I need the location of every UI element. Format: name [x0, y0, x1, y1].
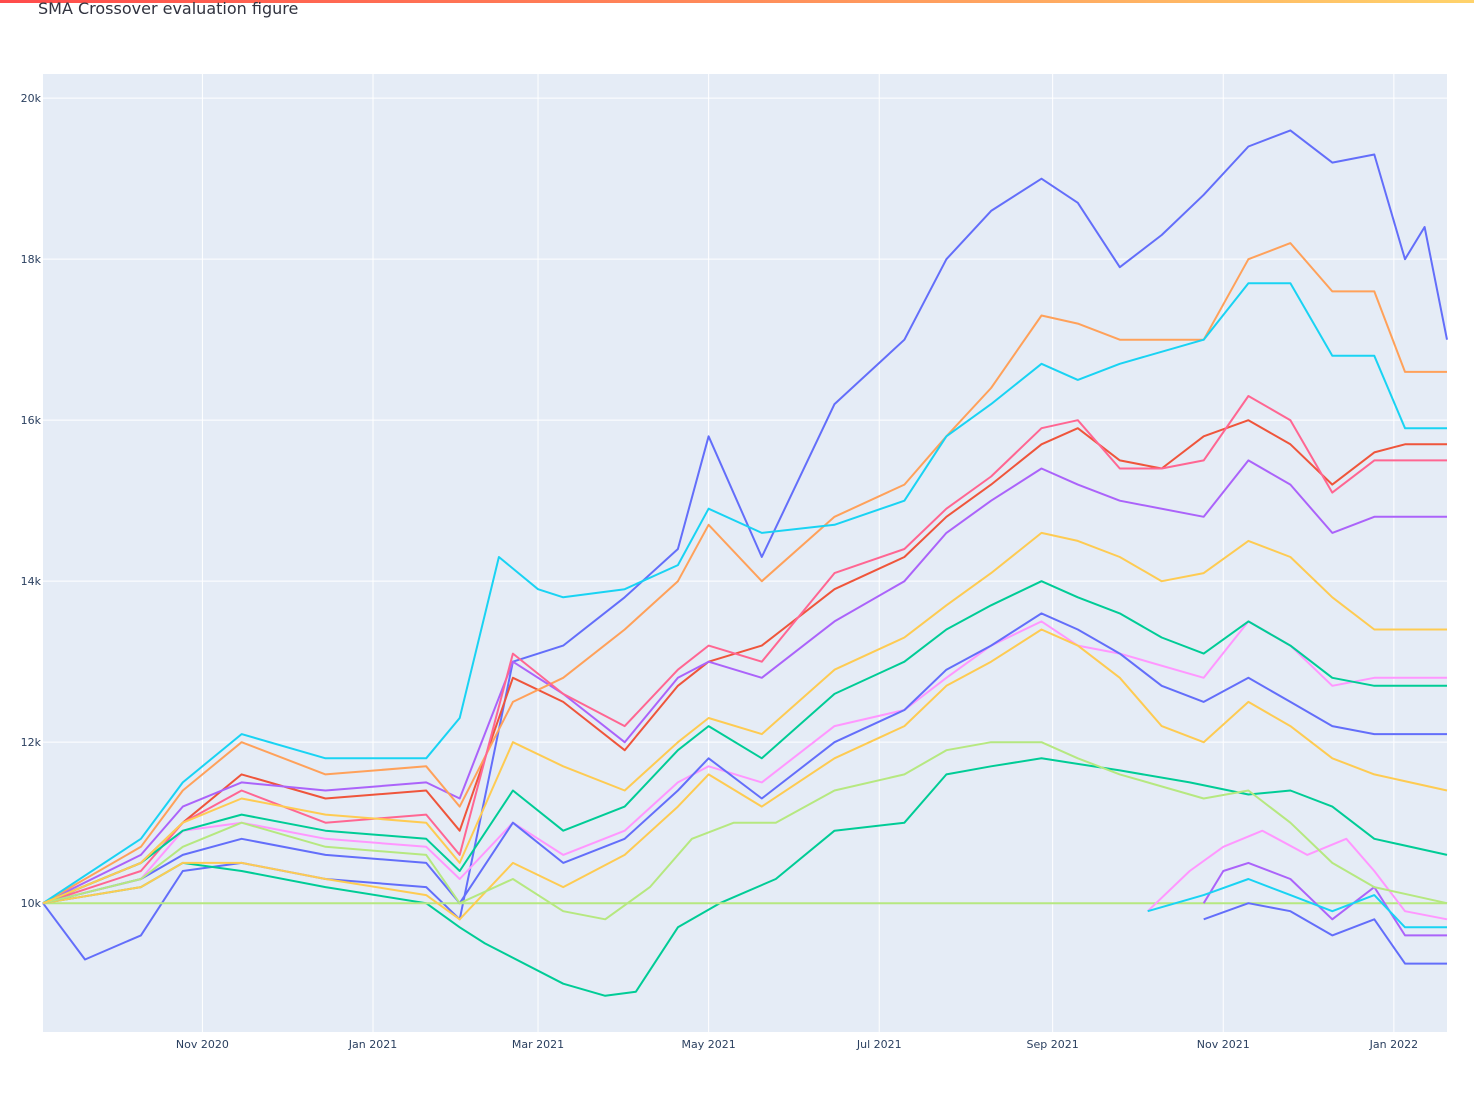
series-line-8[interactable]	[42, 620, 1447, 905]
y-tick-label: 10k	[21, 897, 42, 910]
axis-labels: 10k 12k 14k 16k 18k 20k Nov 2020 Jan 2021 Mar 20…	[21, 92, 1418, 1051]
plot-area	[43, 74, 1447, 1032]
series-line-17[interactable]	[42, 531, 1447, 905]
x-tick-label: Nov 2021	[1197, 1038, 1250, 1051]
y-tick-label: 16k	[21, 414, 42, 427]
series-lines[interactable]	[42, 129, 1448, 997]
series-line-3[interactable]	[42, 459, 1447, 905]
y-tick-label: 14k	[21, 575, 42, 588]
x-tick-label: Nov 2020	[176, 1038, 229, 1051]
y-tick-label: 20k	[21, 92, 42, 105]
y-tick-label: 18k	[21, 253, 42, 266]
series-line-11[interactable]	[42, 580, 1447, 905]
figure-title: SMA Crossover evaluation figure	[38, 0, 299, 18]
x-tick-label: May 2021	[682, 1038, 736, 1051]
series-line-16[interactable]	[42, 741, 1448, 921]
series-line-15[interactable]	[1203, 902, 1447, 965]
x-tick-label: Mar 2021	[512, 1038, 564, 1051]
series-line-14[interactable]	[1147, 878, 1447, 929]
x-tick-label: Jan 2022	[1369, 1038, 1418, 1051]
series-line-1[interactable]	[42, 419, 1447, 905]
series-line-9[interactable]	[42, 628, 1448, 921]
x-tick-label: Jan 2021	[348, 1038, 397, 1051]
y-tick-label: 12k	[21, 736, 42, 749]
series-line-10[interactable]	[42, 612, 1447, 905]
series-line-5[interactable]	[42, 282, 1447, 905]
series-line-4[interactable]	[42, 242, 1447, 905]
header-accent-bar	[0, 0, 1474, 3]
series-line-13[interactable]	[1147, 829, 1448, 921]
x-tick-label: Sep 2021	[1027, 1038, 1079, 1051]
gridlines	[43, 74, 1447, 1032]
x-tick-label: Jul 2021	[856, 1038, 902, 1051]
series-line-12[interactable]	[1202, 861, 1447, 937]
